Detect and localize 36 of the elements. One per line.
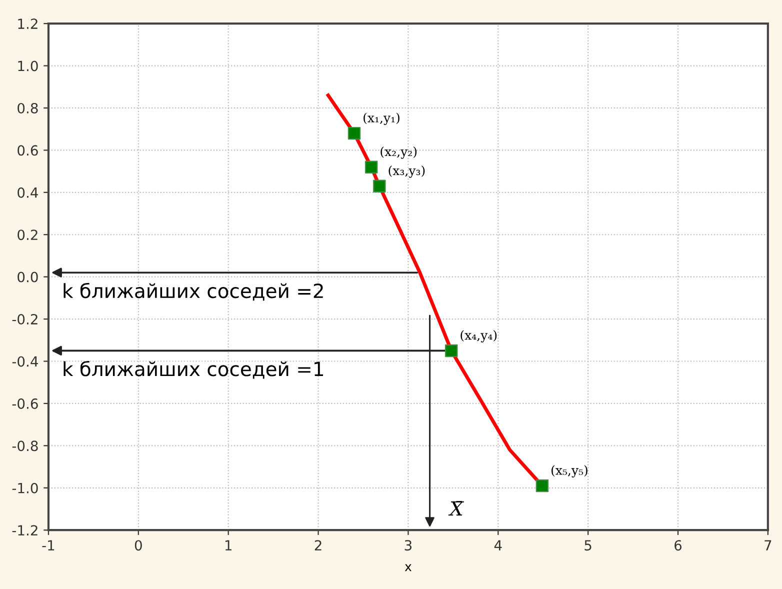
point — [445, 344, 458, 358]
y-tick-label: 1.2 — [18, 18, 38, 29]
x-tick-label: 6 — [674, 540, 682, 551]
x-tick-label: 5 — [584, 540, 592, 551]
annotation: k ближайших соседей =1 — [64, 360, 323, 379]
x-axis-title: x — [404, 564, 412, 572]
x-tick-label: 3 — [404, 540, 412, 551]
annotation: X̄ — [448, 501, 464, 516]
point — [536, 479, 549, 492]
x-tick-label: 2 — [314, 540, 322, 550]
annotation: (x₅,y₅) — [552, 465, 588, 478]
annotation: (x₄,y₄) — [460, 330, 497, 342]
x-tick-label: 1 — [225, 540, 232, 550]
point — [373, 180, 386, 192]
annotation: (x₃,y₃) — [388, 165, 425, 178]
annotation: k ближайших соседей =2 — [64, 282, 323, 301]
x-tick-label: 4 — [494, 540, 502, 550]
y-tick-label: -0.4 — [12, 356, 38, 367]
point — [348, 126, 361, 140]
y-tick-label: -1.0 — [12, 482, 38, 494]
y-tick-label: 0.0 — [18, 272, 38, 282]
x-tick-label: 7 — [764, 540, 772, 550]
y-tick-label: -1.2 — [12, 525, 38, 536]
y-tick-label: 0.2 — [18, 230, 38, 240]
y-tick-label: 0.6 — [18, 145, 38, 156]
y-tick-label: -0.8 — [12, 440, 38, 452]
annotation: (x₁,y₁) — [364, 112, 400, 125]
y-tick-label: -0.2 — [12, 314, 38, 325]
x-tick-label: -1 — [42, 540, 54, 550]
y-tick-label: 1.0 — [18, 60, 38, 72]
annotation: (x₂,y₂) — [380, 146, 417, 159]
y-tick-label: -0.6 — [12, 398, 38, 409]
point — [364, 160, 378, 174]
y-tick-label: 0.4 — [18, 187, 38, 198]
x-tick-label: 0 — [134, 540, 142, 551]
y-tick-label: 0.8 — [18, 102, 38, 114]
